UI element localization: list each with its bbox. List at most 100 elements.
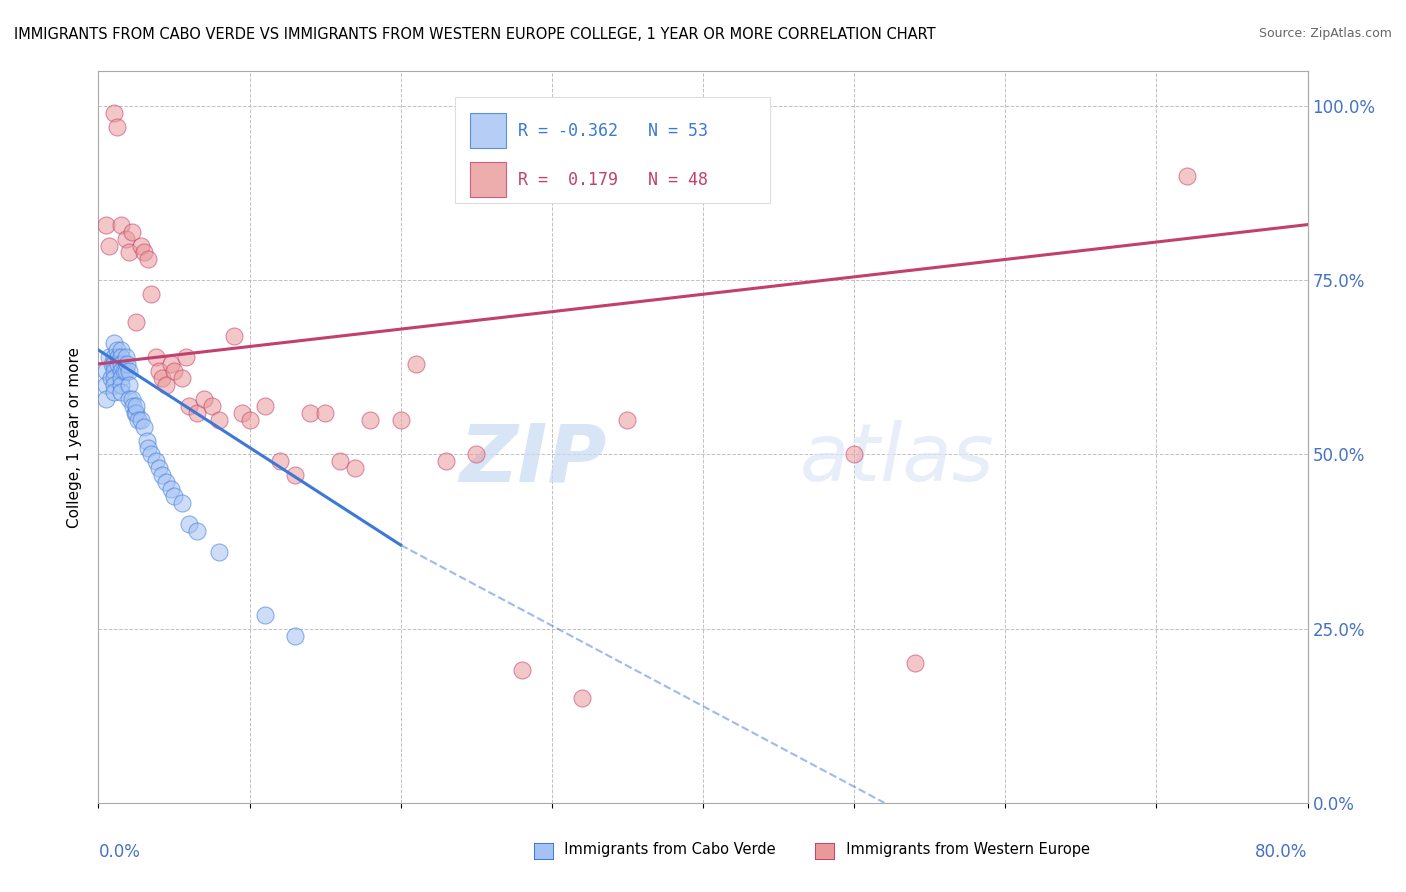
Point	[101, 357, 124, 371]
Point	[110, 350, 132, 364]
Point	[112, 364, 135, 378]
Point	[121, 225, 143, 239]
Text: R = -0.362   N = 53: R = -0.362 N = 53	[517, 122, 709, 140]
Point	[231, 406, 253, 420]
Point	[269, 454, 291, 468]
Point	[208, 412, 231, 426]
Point	[360, 412, 382, 426]
Point	[135, 434, 157, 448]
Point	[110, 384, 132, 399]
Point	[571, 691, 593, 706]
Point	[145, 350, 167, 364]
Point	[98, 238, 121, 252]
Point	[239, 412, 262, 426]
Point	[148, 461, 170, 475]
Point	[94, 377, 117, 392]
Point	[155, 475, 177, 490]
Point	[170, 371, 193, 385]
Point	[103, 336, 125, 351]
Point	[103, 377, 125, 392]
Point	[125, 399, 148, 413]
Point	[105, 120, 128, 134]
Point	[329, 454, 352, 468]
Point	[110, 371, 132, 385]
Point	[186, 524, 208, 538]
Text: atlas: atlas	[800, 420, 994, 498]
Point	[103, 384, 125, 399]
Point	[299, 406, 322, 420]
Point	[405, 357, 427, 371]
Point	[100, 371, 122, 385]
FancyBboxPatch shape	[470, 113, 506, 148]
Point	[132, 419, 155, 434]
Point	[314, 406, 336, 420]
Point	[389, 412, 412, 426]
Point	[179, 517, 201, 532]
Point	[121, 392, 143, 406]
Point	[141, 287, 163, 301]
Point	[110, 377, 132, 392]
Point	[465, 448, 488, 462]
FancyBboxPatch shape	[456, 97, 769, 203]
Point	[110, 218, 132, 232]
Point	[136, 252, 159, 267]
Point	[110, 364, 132, 378]
Point	[616, 412, 638, 426]
Point	[114, 231, 136, 245]
Point	[434, 454, 457, 468]
Point	[904, 657, 927, 671]
Point	[118, 245, 141, 260]
Point	[103, 371, 125, 385]
Point	[163, 489, 186, 503]
Point	[129, 412, 152, 426]
Point	[94, 392, 117, 406]
Point	[170, 496, 193, 510]
Point	[103, 357, 125, 371]
Y-axis label: College, 1 year or more: College, 1 year or more	[67, 347, 83, 527]
Point	[174, 350, 197, 364]
Point	[186, 406, 208, 420]
Point	[122, 399, 145, 413]
Text: IMMIGRANTS FROM CABO VERDE VS IMMIGRANTS FROM WESTERN EUROPE COLLEGE, 1 YEAR OR : IMMIGRANTS FROM CABO VERDE VS IMMIGRANTS…	[14, 27, 935, 42]
Point	[844, 448, 866, 462]
Point	[344, 461, 367, 475]
Text: 0.0%: 0.0%	[98, 843, 141, 861]
Point	[284, 468, 307, 483]
Point	[150, 371, 173, 385]
Point	[115, 357, 138, 371]
Point	[201, 399, 224, 413]
Point	[103, 364, 125, 378]
Text: Immigrants from Western Europe: Immigrants from Western Europe	[837, 842, 1090, 856]
Point	[103, 350, 125, 364]
Point	[160, 357, 183, 371]
Point	[94, 364, 117, 378]
Text: ZIP: ZIP	[458, 420, 606, 498]
Point	[94, 218, 117, 232]
Point	[124, 406, 146, 420]
Point	[125, 406, 148, 420]
Point	[127, 412, 149, 426]
Point	[103, 106, 125, 120]
Point	[98, 350, 121, 364]
Point	[145, 454, 167, 468]
Point	[284, 629, 307, 643]
Text: 80.0%: 80.0%	[1256, 843, 1308, 861]
FancyBboxPatch shape	[470, 162, 506, 197]
Point	[510, 664, 533, 678]
Point	[132, 245, 155, 260]
Point	[125, 315, 148, 329]
Text: R =  0.179   N = 48: R = 0.179 N = 48	[517, 170, 709, 189]
Point	[105, 343, 128, 357]
Point	[114, 350, 136, 364]
Point	[148, 364, 170, 378]
Point	[253, 399, 276, 413]
Text: Source: ZipAtlas.com: Source: ZipAtlas.com	[1258, 27, 1392, 40]
Point	[150, 468, 173, 483]
Point	[661, 99, 683, 113]
Point	[141, 448, 163, 462]
Point	[193, 392, 215, 406]
Point	[253, 607, 276, 622]
Point	[179, 399, 201, 413]
Point	[107, 350, 129, 364]
Point	[163, 364, 186, 378]
